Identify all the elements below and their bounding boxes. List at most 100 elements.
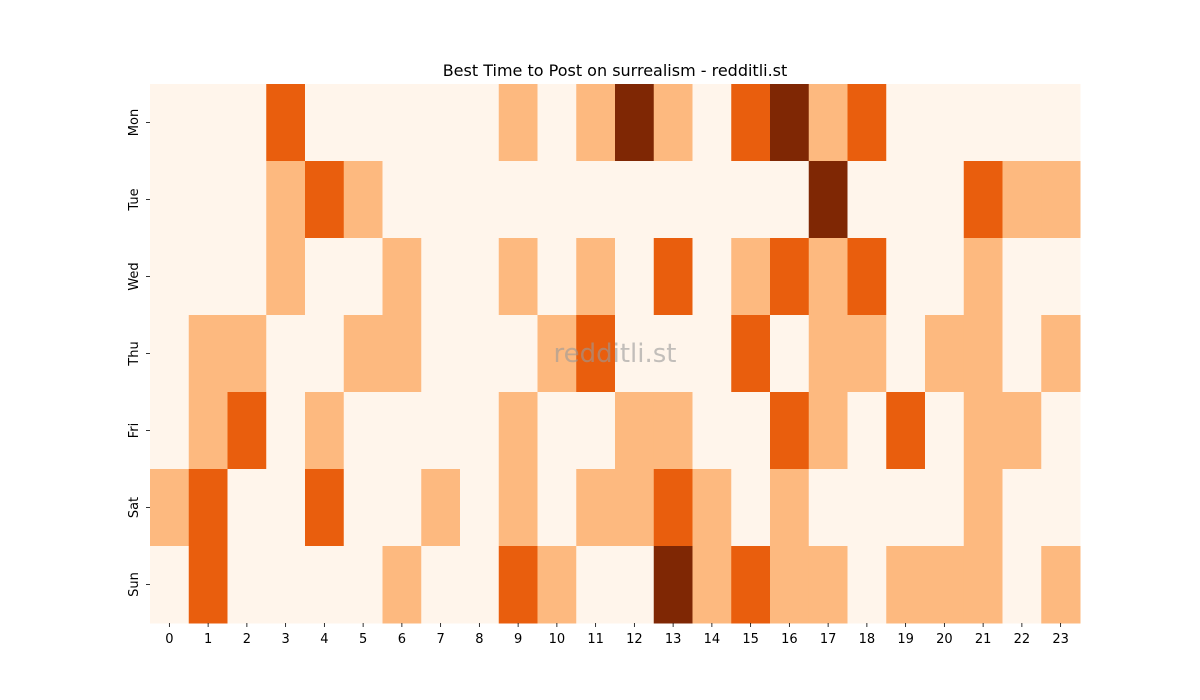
x-tick-label: 3 [281,632,289,647]
x-tick-label: 2 [243,632,251,647]
y-axis: Mon Tue Wed Thu Fri Sat Sun [127,109,150,597]
x-tick-label: 15 [742,632,759,647]
heatmap-cell-mon-5 [343,84,383,162]
heatmap-cell-thu-3 [266,315,306,393]
heatmap-cell-tue-21 [963,161,1003,239]
watermark: redditli.st [554,339,677,369]
x-tick-label: 18 [859,632,876,647]
heatmap-cell-tue-14 [692,161,732,239]
heatmap-cell-thu-16 [770,315,810,393]
heatmap-cell-tue-1 [188,161,228,239]
heatmap-cell-mon-9 [498,84,538,162]
heatmap-cell-sun-0 [150,546,190,624]
heatmap-cell-thu-5 [343,315,383,393]
heatmap-cell-sun-18 [847,546,887,624]
heatmap-cell-mon-6 [382,84,422,162]
heatmap-cell-sun-16 [770,546,810,624]
heatmap-cell-sun-20 [925,546,965,624]
heatmap-cells [150,84,1081,624]
heatmap-cell-thu-0 [150,315,190,393]
heatmap-cell-sat-2 [227,469,267,547]
heatmap-cell-sun-15 [731,546,771,624]
heatmap-cell-thu-21 [963,315,1003,393]
heatmap-cell-sun-10 [537,546,577,624]
heatmap-cell-tue-5 [343,161,383,239]
heatmap-cell-thu-20 [925,315,965,393]
heatmap-cell-sat-3 [266,469,306,547]
heatmap-cell-tue-3 [266,161,306,239]
heatmap-cell-mon-14 [692,84,732,162]
heatmap-cell-thu-9 [498,315,538,393]
heatmap-cell-wed-2 [227,238,267,316]
y-tick-label: Fri [127,423,142,439]
heatmap-cell-mon-8 [460,84,500,162]
heatmap-cell-sun-6 [382,546,422,624]
heatmap-cell-wed-9 [498,238,538,316]
heatmap-cell-fri-1 [188,392,228,470]
x-tick-label: 8 [475,632,483,647]
heatmap-cell-sat-18 [847,469,887,547]
heatmap-cell-wed-4 [305,238,345,316]
heatmap-cell-wed-16 [770,238,810,316]
heatmap-cell-sun-12 [615,546,655,624]
heatmap-cell-sat-17 [808,469,848,547]
heatmap-cell-fri-0 [150,392,190,470]
x-tick-label: 5 [359,632,367,647]
heatmap-cell-tue-6 [382,161,422,239]
heatmap-cell-thu-19 [886,315,926,393]
heatmap-cell-fri-3 [266,392,306,470]
heatmap-cell-tue-11 [576,161,616,239]
x-tick-label: 9 [514,632,522,647]
heatmap-cell-wed-15 [731,238,771,316]
heatmap-cell-tue-15 [731,161,771,239]
heatmap-cell-fri-23 [1041,392,1081,470]
heatmap-cell-mon-13 [653,84,693,162]
heatmap-cell-tue-23 [1041,161,1081,239]
x-tick-label: 4 [320,632,328,647]
heatmap-cell-tue-16 [770,161,810,239]
heatmap-cell-mon-10 [537,84,577,162]
heatmap-cell-wed-17 [808,238,848,316]
heatmap-cell-wed-18 [847,238,887,316]
heatmap-cell-fri-22 [1002,392,1042,470]
heatmap-cell-wed-5 [343,238,383,316]
heatmap-cell-sun-23 [1041,546,1081,624]
heatmap-cell-sun-2 [227,546,267,624]
heatmap-cell-tue-20 [925,161,965,239]
heatmap-cell-sat-10 [537,469,577,547]
heatmap-cell-sun-7 [421,546,461,624]
heatmap-cell-wed-0 [150,238,190,316]
heatmap-cell-fri-8 [460,392,500,470]
heatmap-cell-wed-10 [537,238,577,316]
heatmap-cell-wed-3 [266,238,306,316]
x-tick-label: 22 [1014,632,1031,647]
x-tick-label: 14 [704,632,721,647]
heatmap-cell-sat-20 [925,469,965,547]
heatmap-cell-wed-19 [886,238,926,316]
heatmap-cell-tue-18 [847,161,887,239]
heatmap-cell-sun-11 [576,546,616,624]
y-tick-label: Sun [127,572,142,597]
y-tick-label: Sat [127,497,142,518]
x-tick-label: 21 [975,632,992,647]
heatmap-cell-sat-1 [188,469,228,547]
x-tick-label: 10 [549,632,566,647]
x-tick-label: 23 [1052,632,1069,647]
heatmap-cell-sat-4 [305,469,345,547]
heatmap-cell-mon-18 [847,84,887,162]
heatmap-cell-mon-2 [227,84,267,162]
y-tick-label: Tue [127,188,142,211]
x-tick-label: 6 [398,632,406,647]
heatmap-cell-mon-16 [770,84,810,162]
heatmap-cell-fri-2 [227,392,267,470]
heatmap-cell-thu-10 [537,315,577,393]
heatmap-cell-wed-21 [963,238,1003,316]
heatmap-cell-thu-14 [692,315,732,393]
heatmap-cell-sun-4 [305,546,345,624]
heatmap-cell-sun-5 [343,546,383,624]
x-tick-label: 17 [820,632,837,647]
heatmap-cell-sat-15 [731,469,771,547]
heatmap-cell-fri-10 [537,392,577,470]
heatmap-cell-mon-12 [615,84,655,162]
